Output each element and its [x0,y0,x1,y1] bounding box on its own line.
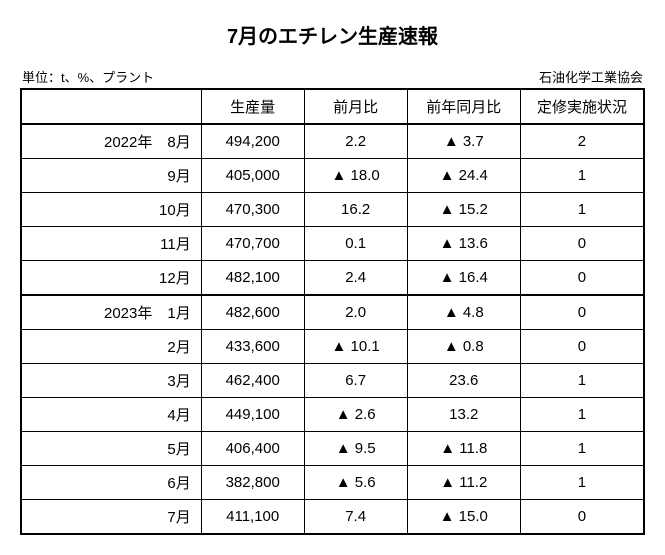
cell-mom: 0.1 [304,227,407,261]
table-row: 2023年 1月482,6002.0▲ 4.80 [21,295,644,330]
cell-period: 2022年 8月 [21,124,201,159]
table-row: 3月462,4006.723.61 [21,364,644,398]
cell-yoy: ▲ 24.4 [407,159,520,193]
col-header-mom: 前月比 [304,89,407,124]
cell-period: 2023年 1月 [21,295,201,330]
cell-maint: 1 [520,193,644,227]
cell-period: 10月 [21,193,201,227]
cell-production: 470,300 [201,193,304,227]
cell-yoy: ▲ 15.0 [407,500,520,535]
cell-maint: 1 [520,432,644,466]
table-row: 4月449,100▲ 2.613.21 [21,398,644,432]
cell-period: 2月 [21,330,201,364]
unit-label: 単位：t、%、プラント [22,67,154,86]
table-row: 10月470,30016.2▲ 15.21 [21,193,644,227]
cell-yoy: ▲ 11.2 [407,466,520,500]
cell-period: 7月 [21,500,201,535]
page-title: 7月のエチレン生産速報 [20,20,645,49]
cell-production: 462,400 [201,364,304,398]
cell-production: 406,400 [201,432,304,466]
cell-yoy: ▲ 4.8 [407,295,520,330]
cell-mom: 2.4 [304,261,407,296]
cell-maint: 1 [520,364,644,398]
cell-mom: ▲ 5.6 [304,466,407,500]
table-row: 2月433,600▲ 10.1▲ 0.80 [21,330,644,364]
cell-production: 382,800 [201,466,304,500]
table-row: 2022年 8月494,2002.2▲ 3.72 [21,124,644,159]
cell-maint: 1 [520,466,644,500]
cell-yoy: 13.2 [407,398,520,432]
cell-yoy: 23.6 [407,364,520,398]
cell-yoy: ▲ 0.8 [407,330,520,364]
table-row: 7月411,1007.4▲ 15.00 [21,500,644,535]
cell-production: 482,600 [201,295,304,330]
cell-maint: 0 [520,330,644,364]
table-row: 12月482,1002.4▲ 16.40 [21,261,644,296]
cell-mom: 7.4 [304,500,407,535]
cell-mom: ▲ 10.1 [304,330,407,364]
cell-maint: 1 [520,159,644,193]
cell-mom: ▲ 18.0 [304,159,407,193]
cell-production: 449,100 [201,398,304,432]
cell-mom: 16.2 [304,193,407,227]
ethylene-table: 生産量 前月比 前年同月比 定修実施状況 2022年 8月494,2002.2▲… [20,88,645,535]
table-row: 5月406,400▲ 9.5▲ 11.81 [21,432,644,466]
cell-mom: ▲ 2.6 [304,398,407,432]
table-row: 9月405,000▲ 18.0▲ 24.41 [21,159,644,193]
cell-period: 6月 [21,466,201,500]
cell-maint: 0 [520,227,644,261]
col-header-yoy: 前年同月比 [407,89,520,124]
cell-yoy: ▲ 16.4 [407,261,520,296]
cell-period: 11月 [21,227,201,261]
cell-production: 470,700 [201,227,304,261]
cell-maint: 1 [520,398,644,432]
cell-period: 9月 [21,159,201,193]
cell-maint: 0 [520,295,644,330]
cell-production: 482,100 [201,261,304,296]
cell-mom: 6.7 [304,364,407,398]
cell-maint: 0 [520,500,644,535]
cell-yoy: ▲ 3.7 [407,124,520,159]
table-header-row: 生産量 前月比 前年同月比 定修実施状況 [21,89,644,124]
cell-mom: 2.2 [304,124,407,159]
col-header-production: 生産量 [201,89,304,124]
cell-production: 405,000 [201,159,304,193]
source-label: 石油化学工業協会 [539,67,643,86]
table-row: 11月470,7000.1▲ 13.60 [21,227,644,261]
cell-production: 433,600 [201,330,304,364]
cell-production: 494,200 [201,124,304,159]
cell-period: 12月 [21,261,201,296]
cell-yoy: ▲ 13.6 [407,227,520,261]
col-header-maint: 定修実施状況 [520,89,644,124]
cell-period: 3月 [21,364,201,398]
cell-yoy: ▲ 15.2 [407,193,520,227]
cell-yoy: ▲ 11.8 [407,432,520,466]
cell-mom: ▲ 9.5 [304,432,407,466]
cell-period: 4月 [21,398,201,432]
cell-maint: 0 [520,261,644,296]
cell-mom: 2.0 [304,295,407,330]
cell-maint: 2 [520,124,644,159]
table-row: 6月382,800▲ 5.6▲ 11.21 [21,466,644,500]
meta-row: 単位：t、%、プラント 石油化学工業協会 [20,67,645,86]
cell-period: 5月 [21,432,201,466]
col-header-period [21,89,201,124]
cell-production: 411,100 [201,500,304,535]
